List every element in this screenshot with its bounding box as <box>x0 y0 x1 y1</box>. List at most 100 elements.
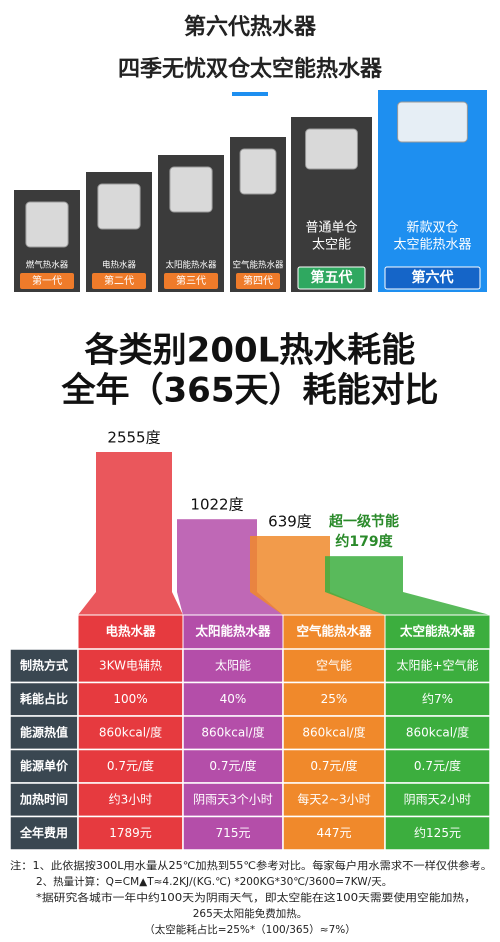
product-icon <box>25 201 69 248</box>
cell-text: 空气能 <box>316 657 352 672</box>
bar-flare <box>177 592 283 615</box>
table-cell <box>182 681 284 717</box>
row-label: 能源热值 <box>20 724 68 739</box>
cell-text: 25% <box>321 692 348 706</box>
table-cell <box>384 815 491 851</box>
note: 注：1、此依据按300L用水量从25℃加热到55℃参考对比。每家每户用水需求不一… <box>10 859 492 872</box>
table-cell <box>384 782 491 818</box>
product-name: 新款双仓 <box>406 220 458 236</box>
product-icon <box>305 128 358 170</box>
cell-text: 1789元 <box>109 826 152 840</box>
generation-label: 第一代 <box>32 274 62 287</box>
bar <box>96 452 172 592</box>
generation-label: 第六代 <box>412 269 454 286</box>
cell-text: 715元 <box>216 826 251 840</box>
product-name: 太空能 <box>312 238 351 253</box>
product-icon <box>97 183 141 230</box>
cell-text: 阴雨天3个小时 <box>193 792 273 806</box>
note: 2、热量计算：Q=CM▲T≈4.2KJ/(KG.℃) *200KG*30℃/36… <box>36 875 392 888</box>
note: （太空能耗占比=25%*（100/365）≈7%） <box>144 923 355 936</box>
note: 265天太阳能免费加热。 <box>193 907 308 920</box>
row-label: 制热方式 <box>20 657 68 672</box>
generation-badge <box>164 273 218 289</box>
table-header: 太空能热水器 <box>400 624 476 639</box>
row-label: 全年费用 <box>19 825 68 840</box>
headline: 各类别200L热水耗能 <box>85 331 416 371</box>
cell-text: 阴雨天2小时 <box>404 792 472 806</box>
table-cell <box>282 815 386 851</box>
table-header-cell <box>182 614 284 650</box>
cell-text: 太阳能+空气能 <box>396 657 478 672</box>
table-cell <box>384 715 491 751</box>
cell-text: 40% <box>220 692 247 706</box>
table-cell <box>182 815 284 851</box>
generation-badge <box>92 273 146 289</box>
cell-text: 860kcal/度 <box>201 724 264 739</box>
note: *据研究各城市一年中约100天为阴雨天气，即太空能在这100天需要使用空能加热， <box>36 891 476 904</box>
table-header: 空气能热水器 <box>296 624 372 639</box>
table-header: 电热水器 <box>105 624 156 639</box>
generation-badge <box>20 273 74 289</box>
product-name: 电热水器 <box>102 260 137 271</box>
generation-badge <box>384 266 481 290</box>
cell-text: 860kcal/度 <box>406 724 469 739</box>
table-header-cell <box>384 614 491 650</box>
table-cell <box>77 648 184 684</box>
value-label: 2555度 <box>107 429 160 447</box>
bar-flare <box>325 592 490 615</box>
table-header: 太阳能热水器 <box>195 624 271 639</box>
bar <box>325 556 403 592</box>
generation-badge <box>236 273 280 289</box>
subtitle: 四季无忧双仓太空能热水器 <box>118 56 383 82</box>
bar <box>177 519 257 592</box>
cell-text: 0.7元/度 <box>414 758 461 773</box>
table-cell <box>282 681 386 717</box>
table-cell <box>9 715 79 751</box>
cell-text: 约7% <box>422 691 453 706</box>
cell-text: 约125元 <box>414 825 461 840</box>
product-icon <box>397 101 468 143</box>
headline: 全年（365天）耗能对比 <box>61 371 439 411</box>
cell-text: 0.7元/度 <box>310 758 357 773</box>
cell-text: 0.7元/度 <box>209 758 256 773</box>
generation-label: 第三代 <box>176 274 206 287</box>
title-underline <box>232 92 268 96</box>
product-name: 燃气热水器 <box>26 260 69 271</box>
product-icon <box>239 148 277 195</box>
cell-text: 每天2~3小时 <box>297 791 370 806</box>
bar-flare <box>250 592 385 615</box>
cell-text: 447元 <box>317 826 352 840</box>
table-cell <box>384 681 491 717</box>
generation-label: 第五代 <box>311 269 353 286</box>
product-name: 太阳能热水器 <box>165 260 217 271</box>
generation-badge <box>297 266 366 290</box>
cell-text: 100% <box>113 692 147 706</box>
table-cell <box>9 815 79 851</box>
title: 第六代热水器 <box>184 14 317 40</box>
cell-text: 860kcal/度 <box>302 724 365 739</box>
row-label: 能源单价 <box>20 758 69 773</box>
cell-text: 3KW电辅热 <box>99 658 162 672</box>
table-cell <box>282 748 386 784</box>
bar <box>250 535 330 592</box>
product-icon <box>169 166 213 213</box>
table-cell <box>282 648 386 684</box>
bar-flare <box>78 592 183 615</box>
cell-text: 太阳能 <box>215 657 251 672</box>
product-name: 空气能热水器 <box>232 260 284 271</box>
product-name: 普通单仓 <box>305 221 357 236</box>
cell-text: 860kcal/度 <box>99 724 162 739</box>
product-name: 太空能热水器 <box>393 238 471 253</box>
table-cell <box>282 782 386 818</box>
table-cell <box>77 748 184 784</box>
row-label: 耗能占比 <box>20 691 68 706</box>
cell-text: 约3小时 <box>109 791 153 806</box>
annotation: 超一级节能 <box>328 513 399 530</box>
table-cell <box>384 648 491 684</box>
value-label: 639度 <box>268 512 312 530</box>
generation-label: 第二代 <box>104 274 134 287</box>
value-label: 1022度 <box>190 496 243 514</box>
row-label: 加热时间 <box>19 791 68 806</box>
value-label: 约179度 <box>335 533 393 550</box>
